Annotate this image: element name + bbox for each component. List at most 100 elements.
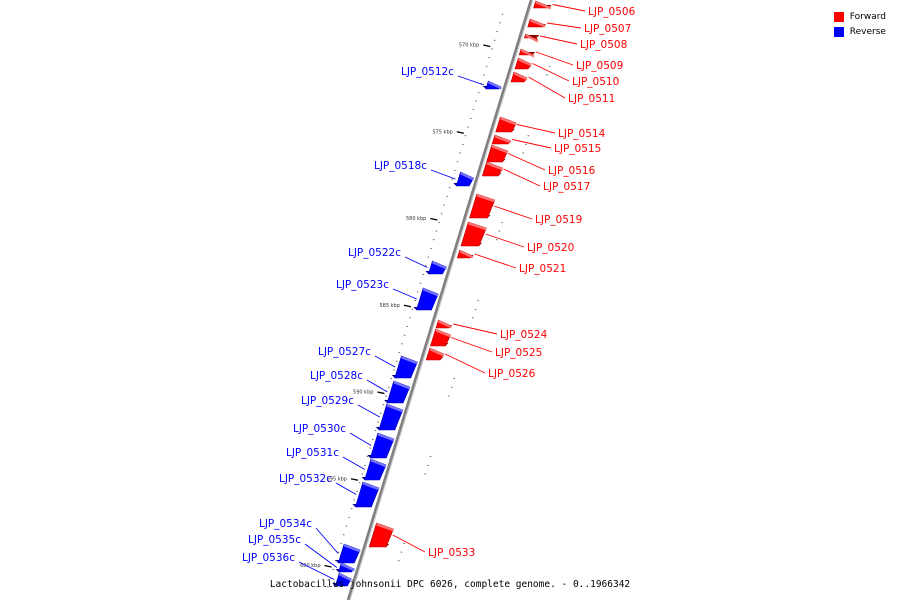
gene-label: LJP_0536c xyxy=(242,552,295,564)
scale-minor-tick xyxy=(483,74,485,76)
scale-minor-tick xyxy=(474,308,477,310)
scale-minor-tick xyxy=(340,542,342,545)
scale-minor-tick xyxy=(337,551,340,553)
gene-label: LJP_0522c xyxy=(348,247,401,259)
gene-leader-line xyxy=(444,353,486,374)
gene-feature: LJP_0511 xyxy=(510,71,615,105)
gene-feature: LJP_0517 xyxy=(481,161,590,193)
gene-feature: LJP_0533 xyxy=(368,522,475,559)
gene-leader-line xyxy=(539,35,578,45)
gene-glyph-highlight xyxy=(468,222,487,231)
gene-label: LJP_0511 xyxy=(568,93,615,105)
gene-label: LJP_0523c xyxy=(336,279,389,291)
scale-minor-tick xyxy=(385,395,387,397)
scale-minor-tick xyxy=(501,13,504,15)
gene-glyph xyxy=(378,403,404,431)
scale-minor-tick xyxy=(345,525,348,527)
gene-feature: LJP_0523c xyxy=(336,279,439,311)
scale-minor-tick xyxy=(448,187,451,189)
gene-feature: LJP_0508 xyxy=(524,33,627,51)
gene-glyph-highlight xyxy=(339,573,352,582)
gene-glyph-highlight xyxy=(491,145,508,154)
scale-minor-tick xyxy=(414,299,417,302)
scale-minor-tick xyxy=(488,56,491,59)
gene-feature: LJP_0531c xyxy=(286,447,387,481)
gene-label: LJP_0534c xyxy=(259,518,312,530)
scale-minor-tick xyxy=(475,100,477,102)
scale-minor-tick xyxy=(429,456,432,458)
gene-feature: LJP_0528c xyxy=(310,370,411,404)
gene-leader-line xyxy=(516,124,556,134)
legend-reverse-label: Reverse xyxy=(849,26,886,37)
gene-label: LJP_0526 xyxy=(488,368,536,380)
gene-feature: LJP_0535c xyxy=(248,534,355,573)
scale-minor-tick xyxy=(398,351,401,354)
scale-minor-tick xyxy=(427,256,430,258)
gene-leader-line xyxy=(457,75,485,86)
gene-glyph-highlight xyxy=(459,250,473,259)
scale-minor-tick xyxy=(416,291,419,293)
gene-glyph-highlight xyxy=(460,172,474,181)
gene-glyph-highlight xyxy=(393,381,410,390)
gene-feature: LJP_0536c xyxy=(242,552,352,587)
scale-major-tick xyxy=(403,304,412,308)
scale-major-tick xyxy=(350,478,359,481)
gene-feature: LJP_0525 xyxy=(430,328,542,359)
scale-minor-tick xyxy=(353,499,356,501)
scale-minor-tick xyxy=(435,230,438,232)
legend-entry-forward: Forward xyxy=(833,9,886,24)
scale-minor-tick xyxy=(379,412,382,414)
scale-tick-label: 585 kbp xyxy=(380,303,400,309)
gene-leader-line xyxy=(342,456,366,470)
gene-glyph-highlight xyxy=(432,261,447,270)
gene-leader-line xyxy=(535,51,574,66)
gene-leader-line xyxy=(485,233,525,248)
gene-label: LJP_0514 xyxy=(558,128,606,140)
gene-label: LJP_0510 xyxy=(572,76,619,88)
scale-minor-tick xyxy=(382,403,385,406)
gene-leader-line xyxy=(304,543,338,568)
gene-glyph-highlight xyxy=(377,433,394,442)
gene-glyph-highlight xyxy=(518,58,532,67)
scale-minor-tick xyxy=(471,317,474,319)
gene-glyph-highlight xyxy=(525,34,538,43)
scale-minor-tick xyxy=(464,135,467,137)
gene-leader-line xyxy=(546,22,582,29)
scale-tick-label: 590 kbp xyxy=(353,390,373,396)
gene-label: LJP_0524 xyxy=(500,329,548,341)
gene-leader-line xyxy=(298,561,335,580)
gene-label: LJP_0512c xyxy=(401,66,454,78)
scale-minor-tick xyxy=(422,273,424,276)
gene-feature: LJP_0532c xyxy=(279,473,380,508)
gene-feature: LJP_0524 xyxy=(435,319,548,341)
gene-label: LJP_0533 xyxy=(428,547,475,559)
scale-minor-tick xyxy=(390,377,393,380)
gene-label: LJP_0507 xyxy=(584,23,631,35)
gene-leader-line xyxy=(357,404,381,418)
scale-minor-tick xyxy=(501,221,503,224)
scale-minor-tick xyxy=(477,299,480,302)
gene-feature: LJP_0509 xyxy=(518,48,623,72)
scale-tick-label: 595 kbp xyxy=(327,476,347,482)
gene-leader-line xyxy=(552,4,586,12)
scale-minor-tick xyxy=(498,22,501,24)
scale-minor-tick xyxy=(450,386,453,388)
scale-minor-tick xyxy=(408,317,411,319)
scale-minor-tick xyxy=(358,482,361,484)
scale-minor-tick xyxy=(496,30,499,33)
scale-minor-tick xyxy=(443,204,446,206)
scale-minor-tick xyxy=(485,65,488,67)
gene-label: LJP_0509 xyxy=(576,60,623,72)
genome-backbone-layer xyxy=(346,0,534,600)
scale-minor-tick xyxy=(361,473,364,475)
scale-minor-tick xyxy=(495,239,498,241)
scale-minor-tick xyxy=(432,239,435,241)
scale-minor-tick xyxy=(332,568,335,571)
scale-minor-tick xyxy=(522,152,525,154)
gene-leader-line xyxy=(335,482,357,495)
gene-glyph-highlight xyxy=(435,329,451,338)
gene-feature: LJP_0507 xyxy=(527,18,631,35)
legend-entry-reverse: Reverse xyxy=(833,24,886,39)
strand-legend: Forward Reverse xyxy=(833,9,886,39)
